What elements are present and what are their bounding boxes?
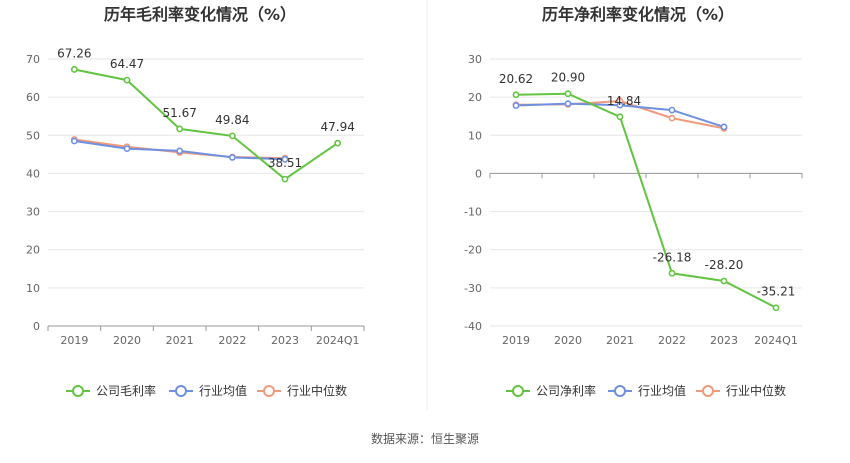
legend-label: 行业中位数	[287, 383, 347, 398]
data-point	[564, 100, 572, 108]
x-tick-label: 2019	[60, 334, 88, 347]
data-point	[616, 101, 624, 109]
y-tick-label: 20	[26, 244, 40, 257]
data-label: 20.62	[499, 72, 533, 86]
chart-title: 历年毛利率变化情况（%）	[104, 5, 296, 24]
chart-2: 历年净利率变化情况（%） -40 -30 -20 -10 0 10 20 30 2019 2020 2…	[464, 5, 803, 398]
data-label: -26.18	[653, 250, 692, 264]
data-point	[228, 154, 236, 161]
x-tick-label: 2019	[502, 334, 530, 347]
x-tick-label: 2022	[218, 334, 246, 347]
data-label: -35.21	[757, 285, 796, 299]
x-tick-label: 2023	[710, 334, 738, 347]
legend-swatch-marker	[512, 385, 524, 397]
x-tick-label: 2020	[554, 334, 582, 347]
data-point	[123, 145, 131, 153]
data-point	[616, 113, 624, 121]
data-point	[772, 304, 780, 312]
y-tick-label: 70	[26, 53, 40, 66]
legend-label: 行业中位数	[726, 383, 786, 398]
legend-label: 公司毛利率	[96, 383, 156, 398]
y-tick-label: 60	[26, 91, 40, 104]
data-point	[228, 132, 236, 140]
legend-label: 行业均值	[199, 383, 247, 398]
y-tick-label: 50	[26, 129, 40, 142]
x-tick-label: 2021	[606, 334, 634, 347]
legend-swatch-marker	[175, 385, 187, 397]
data-point	[176, 147, 184, 155]
data-point	[70, 137, 78, 145]
legend-swatch-marker	[614, 385, 626, 397]
data-label: 67.26	[57, 46, 91, 60]
chart-title: 历年净利率变化情况（%）	[542, 5, 734, 24]
legend-swatch-marker	[72, 385, 84, 397]
x-tick-label: 2020	[113, 334, 141, 347]
legend-swatch-marker	[263, 385, 275, 397]
y-tick-label: 30	[26, 206, 40, 219]
data-label: 14.84	[607, 94, 641, 108]
x-tick-label: 2022	[658, 334, 686, 347]
data-point	[281, 155, 289, 163]
data-label: 38.51	[268, 156, 302, 170]
y-tick-label: 30	[468, 53, 482, 66]
y-tick-label: -10	[464, 206, 482, 219]
x-tick-label: 2023	[271, 334, 299, 347]
data-point	[281, 175, 289, 183]
data-point	[720, 277, 728, 285]
series-line-1	[74, 68, 339, 181]
data-point	[564, 90, 572, 98]
data-label: 51.67	[162, 106, 196, 120]
y-tick-label: -20	[464, 244, 482, 257]
y-tick-label: 0	[475, 167, 482, 180]
data-point	[512, 91, 520, 99]
y-tick-label: -40	[464, 320, 482, 333]
y-tick-label: 40	[26, 167, 40, 180]
x-tick-label: 2021	[166, 334, 194, 347]
data-point	[720, 123, 728, 131]
legend-swatch-marker	[702, 385, 714, 397]
source-label: 数据来源：恒生聚源	[371, 431, 479, 446]
data-point	[512, 102, 520, 109]
chart-1: 历年毛利率变化情况（%） 0 10 20 30 40 50 60 70 2019 2020 2021 2…	[26, 5, 365, 398]
data-point	[334, 139, 342, 147]
data-label: -28.20	[705, 258, 744, 272]
x-tick-label: 2024Q1	[316, 334, 360, 347]
series-line-1	[515, 92, 777, 309]
legend-label: 公司净利率	[536, 383, 596, 398]
data-point	[668, 114, 676, 122]
data-point	[70, 66, 78, 73]
data-point	[668, 106, 676, 114]
y-tick-label: 20	[468, 91, 482, 104]
y-tick-label: 10	[26, 282, 40, 295]
data-label: 64.47	[110, 57, 144, 71]
data-label: 47.94	[320, 120, 354, 134]
y-tick-label: -30	[464, 282, 482, 295]
y-tick-label: 10	[468, 129, 482, 142]
x-tick-label: 2024Q1	[754, 334, 798, 347]
y-tick-label: 0	[33, 320, 40, 333]
data-point	[123, 76, 131, 84]
data-point	[176, 125, 184, 133]
data-label: 49.84	[215, 113, 249, 127]
legend-label: 行业均值	[638, 383, 686, 398]
data-label: 20.90	[551, 71, 585, 85]
data-point	[668, 269, 676, 277]
